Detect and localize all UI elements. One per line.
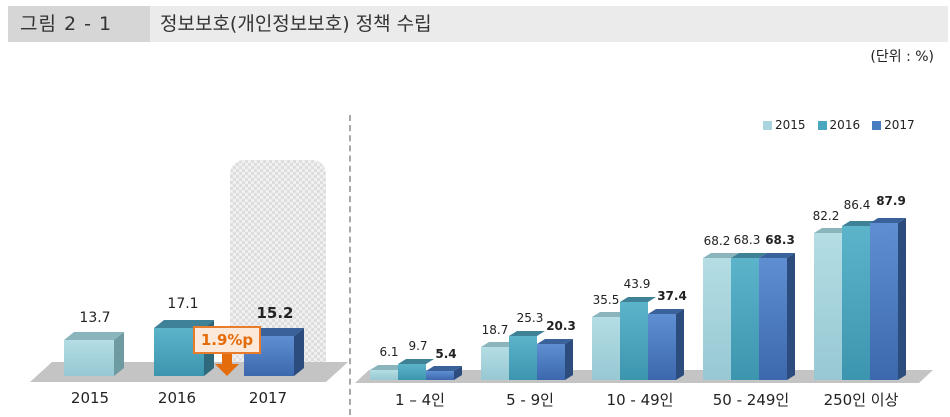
- value-label: 20.3: [546, 319, 576, 333]
- value-label: 43.9: [623, 277, 651, 291]
- legend-swatch-2016: [817, 120, 827, 130]
- down-arrow-head-icon: [215, 364, 239, 376]
- legend-item-2017: 2017: [872, 118, 915, 132]
- x-label-group: 250인 이상: [823, 391, 899, 409]
- right-chart-bars: [370, 218, 906, 380]
- bar-group-50-249: [703, 253, 795, 380]
- bar-2015: [64, 332, 124, 376]
- bar-group-1-4: [370, 359, 462, 380]
- legend-label: 2016: [829, 118, 861, 132]
- x-label-group: 10 - 49인: [606, 391, 674, 409]
- value-label: 25.3: [516, 311, 544, 325]
- value-label: 37.4: [657, 289, 687, 303]
- title-bar: [8, 6, 948, 42]
- x-label-2017: 2017: [248, 389, 288, 407]
- value-label: 68.2: [703, 234, 731, 248]
- value-label: 5.4: [435, 347, 457, 361]
- value-label: 82.2: [812, 209, 840, 223]
- bar-group-250-plus: [814, 218, 906, 380]
- value-label-2015: 13.7: [79, 310, 111, 326]
- value-label: 68.3: [733, 233, 761, 247]
- value-label: 18.7: [481, 323, 509, 337]
- x-label-group: 5 - 9인: [506, 391, 554, 409]
- legend-swatch-2017: [872, 120, 882, 130]
- legend-swatch-2015: [763, 120, 772, 130]
- value-label: 35.5: [592, 293, 620, 307]
- x-label-2015: 2015: [70, 389, 110, 407]
- x-label-group: 50 - 249인: [712, 391, 790, 409]
- value-label-2017: 15.2: [256, 304, 294, 322]
- bar-group-10-49: [592, 297, 684, 380]
- legend-label: 2015: [775, 118, 806, 132]
- chart-divider: [349, 115, 351, 415]
- legend-item-2015: 2015: [763, 118, 806, 132]
- value-label: 87.9: [876, 194, 906, 208]
- change-callout: 1.9%p: [193, 326, 261, 354]
- legend: 2015 2016 2017: [763, 118, 915, 132]
- value-label: 86.4: [843, 198, 871, 212]
- unit-label: (단위 : %): [870, 49, 934, 65]
- legend-item-2016: 2016: [817, 118, 861, 132]
- value-label: 6.1: [379, 345, 399, 359]
- value-label: 68.3: [765, 233, 795, 247]
- bar-group-5-9: [481, 331, 573, 380]
- legend-label: 2017: [884, 118, 915, 132]
- x-label-group: 1 – 4인: [395, 391, 445, 409]
- down-arrow-icon: [222, 354, 232, 364]
- value-label: 9.7: [408, 339, 428, 353]
- figure-number: 그림 2 - 1: [8, 6, 150, 42]
- value-label-2016: 17.1: [167, 296, 199, 312]
- figure-title: 정보보호(개인정보보호) 정책 수립: [160, 13, 432, 35]
- x-label-2016: 2016: [157, 389, 197, 407]
